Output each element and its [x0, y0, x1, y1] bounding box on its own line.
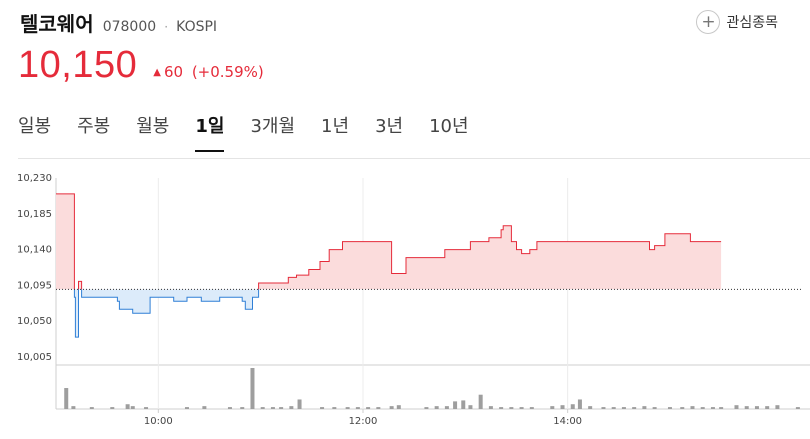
volume-bar [478, 394, 483, 409]
volume-bar [289, 406, 294, 409]
volume-bar [227, 407, 232, 409]
price-line-down [73, 289, 260, 338]
volume-bar [444, 406, 449, 409]
tab-monthly[interactable]: 월봉 [136, 116, 170, 137]
plus-icon: + [696, 10, 721, 34]
volume-bar [667, 407, 672, 409]
volume-bar [632, 407, 637, 409]
volume-bar [601, 407, 606, 409]
volume-bar [434, 406, 439, 409]
stock-header: 텔코웨어 078000 · KOSPI [20, 8, 217, 37]
watchlist-button[interactable]: + 관심종목 [696, 10, 778, 34]
y-tick-label: 10,095 [17, 280, 52, 291]
price-row: 10,150 ▲ 60 (+0.59%) [18, 44, 264, 87]
volume-bar [355, 407, 360, 409]
volume-bar [519, 407, 524, 409]
x-tick-label: 14:00 [553, 416, 582, 427]
volume-bar [765, 406, 770, 409]
y-tick-label: 10,140 [17, 245, 52, 256]
stock-code: 078000 [102, 19, 157, 35]
volume-bar [270, 407, 275, 409]
y-tick-label: 10,185 [17, 209, 52, 220]
up-arrow-icon: ▲ [153, 67, 161, 78]
volume-bar [250, 368, 255, 409]
volume-bar [125, 404, 130, 409]
volume-bar [652, 407, 657, 409]
volume-bar [332, 407, 337, 409]
volume-bar [529, 407, 534, 409]
volume-bar [611, 407, 616, 409]
y-tick-label: 10,005 [17, 352, 52, 363]
volume-bar [499, 407, 504, 409]
volume-bar [260, 407, 265, 409]
volume-bar [775, 405, 780, 409]
volume-bar [64, 388, 69, 409]
volume-bar [461, 400, 466, 409]
volume-bar [396, 405, 401, 409]
change-amount: 60 [163, 63, 184, 81]
volume-bar [509, 407, 514, 409]
volume-bar [202, 406, 207, 409]
volume-bar [89, 407, 94, 409]
volume-bar [130, 406, 135, 409]
watchlist-label: 관심종목 [726, 15, 778, 31]
volume-bar [453, 401, 458, 409]
current-price: 10,150 [18, 44, 138, 86]
volume-bar [550, 406, 555, 409]
volume-bar [184, 407, 189, 409]
volume-bar [577, 399, 582, 409]
volume-bar [389, 406, 394, 409]
period-tabs: 일봉 주봉 월봉 1일 3개월 1년 3년 10년 [18, 112, 495, 152]
volume-bar [488, 406, 493, 409]
volume-bar [710, 407, 715, 409]
volume-bar [588, 406, 593, 409]
volume-bar [424, 407, 429, 409]
x-tick-label: 10:00 [144, 416, 173, 427]
volume-bar [376, 407, 381, 409]
volume-bar [279, 407, 284, 409]
price-line-up [56, 193, 722, 290]
volume-bar [144, 407, 149, 409]
tab-3-years[interactable]: 3년 [375, 116, 404, 137]
volume-bar [795, 407, 800, 409]
y-tick-label: 10,230 [17, 173, 52, 184]
price-change: ▲ 60 (+0.59%) [153, 63, 264, 81]
volume-bar [110, 407, 115, 409]
volume-bar [719, 407, 724, 409]
volume-bar [700, 407, 705, 409]
area-below-baseline [56, 289, 722, 338]
separator-dot: · [164, 20, 169, 34]
volume-bar [468, 405, 473, 409]
volume-bar [642, 406, 647, 409]
change-percent: (+0.59%) [191, 63, 264, 81]
volume-bar [320, 407, 325, 409]
area-above-baseline [56, 193, 722, 290]
y-tick-label: 10,050 [17, 316, 52, 327]
volume-bar [621, 407, 626, 409]
tab-10-years[interactable]: 10년 [429, 116, 469, 137]
volume-bar [744, 406, 749, 409]
volume-bar [754, 406, 759, 409]
tab-divider [18, 158, 810, 159]
volume-bar [570, 404, 575, 409]
volume-bar [345, 407, 350, 409]
volume-bar [690, 406, 695, 409]
volume-bar [680, 407, 685, 409]
tab-weekly[interactable]: 주봉 [77, 116, 111, 137]
stock-name: 텔코웨어 [20, 12, 94, 36]
tab-daily[interactable]: 일봉 [18, 116, 52, 137]
volume-bar [734, 405, 739, 409]
tab-1-day[interactable]: 1일 [195, 112, 225, 152]
volume-bar [560, 405, 565, 409]
x-tick-label: 12:00 [349, 416, 378, 427]
market-name: KOSPI [176, 19, 218, 35]
tab-1-year[interactable]: 1년 [321, 116, 350, 137]
tab-3-months[interactable]: 3개월 [250, 116, 296, 137]
volume-bar [366, 407, 371, 409]
volume-bar [297, 399, 302, 409]
volume-bar [71, 406, 76, 409]
volume-bar [240, 407, 245, 409]
